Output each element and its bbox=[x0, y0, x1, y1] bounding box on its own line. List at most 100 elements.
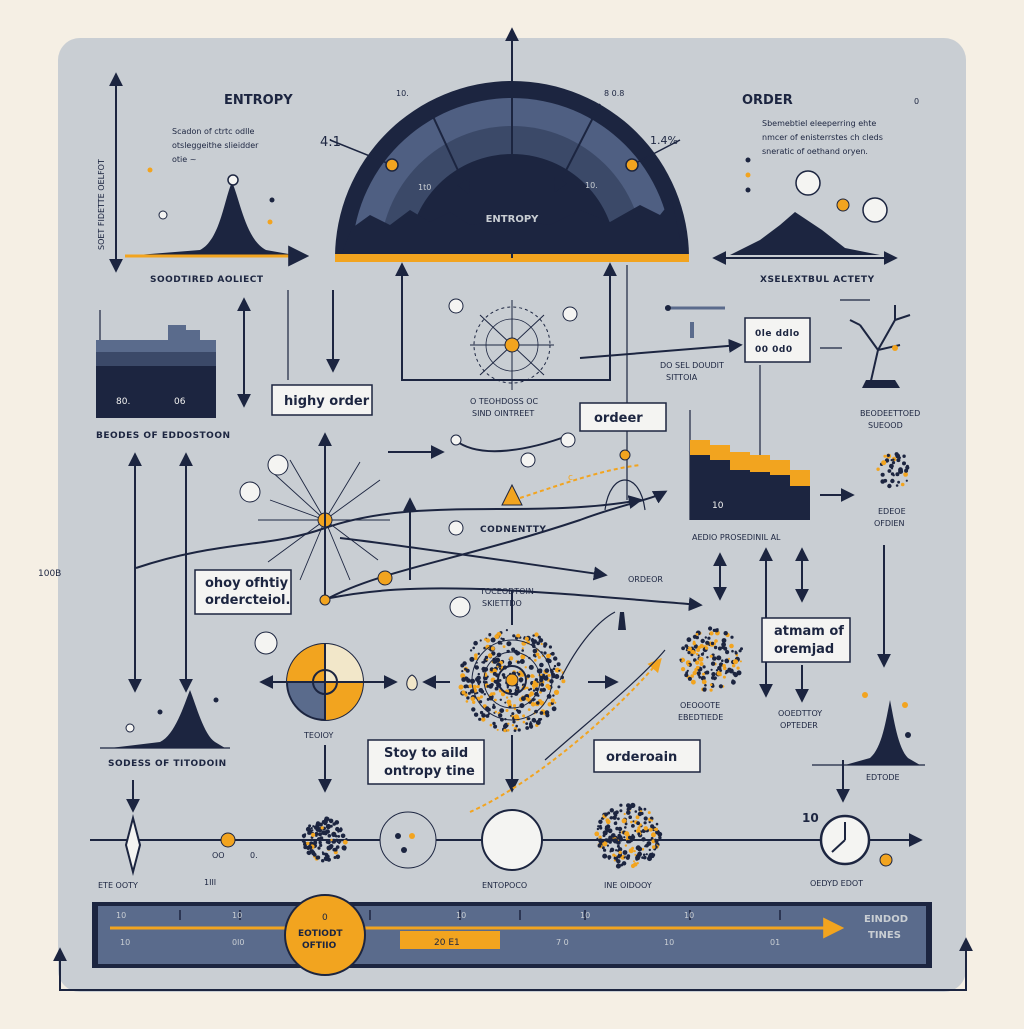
left-distribution-curve bbox=[125, 182, 300, 256]
cluster-dot bbox=[500, 692, 506, 697]
cluster-dot bbox=[517, 672, 521, 676]
outer-loop-arrow bbox=[53, 937, 973, 991]
cluster-ring bbox=[497, 665, 527, 695]
cluster-dot bbox=[520, 654, 526, 660]
cluster-dot bbox=[492, 692, 496, 696]
cluster-dot bbox=[505, 696, 509, 699]
cluster-dot bbox=[602, 853, 608, 859]
right-note-line-2: nmcer of enisterrstes ch cleds bbox=[762, 133, 883, 142]
cluster-dot bbox=[458, 684, 464, 690]
right-cluster-caption-2: OPTEDER bbox=[780, 721, 818, 730]
entropy-gauge: ENTROPY 10. 4:1 1t0 10. 8 0.8 1.4% bbox=[320, 70, 689, 262]
cluster-dot bbox=[513, 714, 520, 720]
flow-dot-5 bbox=[377, 570, 393, 586]
box-atmosphere bbox=[761, 617, 851, 663]
cluster-dot bbox=[614, 821, 618, 824]
cluster-dot bbox=[624, 844, 628, 847]
cluster-dot bbox=[477, 652, 480, 655]
cluster-dot bbox=[306, 841, 310, 846]
left-peak-caption: SODESS OF TITODOIN bbox=[108, 759, 227, 769]
cluster-dot bbox=[716, 670, 722, 676]
cluster-dot bbox=[318, 832, 322, 837]
gauge-tick-6: 1.4% bbox=[650, 134, 678, 147]
cluster-dot bbox=[681, 667, 686, 672]
order-corner-num: 0 bbox=[914, 97, 919, 106]
cluster-dot bbox=[648, 820, 651, 824]
box-entropy-line-2: ontropy tine bbox=[384, 764, 475, 779]
cluster-dot bbox=[634, 810, 638, 813]
flow-curve-5 bbox=[339, 537, 608, 581]
cluster-dot bbox=[534, 687, 539, 691]
right-bars-caption: AEDIO PROSEDINIL AL bbox=[692, 533, 781, 542]
right-mountain-curve bbox=[730, 212, 880, 255]
tree-caption-1: BEODEETTOED bbox=[860, 409, 920, 418]
cluster-dot bbox=[526, 686, 529, 690]
cluster-dot bbox=[643, 816, 648, 821]
cluster-dot bbox=[326, 840, 331, 845]
cluster-dot bbox=[704, 636, 707, 639]
right-dot-1 bbox=[745, 157, 751, 163]
cluster-dot bbox=[546, 653, 551, 659]
cluster-dot bbox=[731, 679, 735, 683]
cluster-dot bbox=[461, 690, 466, 695]
right-bar-chart: 10 bbox=[689, 410, 810, 520]
cluster-dot bbox=[492, 721, 496, 726]
cluster-dot bbox=[887, 485, 891, 488]
cluster-dot bbox=[721, 638, 727, 643]
cluster-dot bbox=[690, 649, 695, 654]
cluster-dot bbox=[722, 663, 726, 668]
pie-caption: TEOIOY bbox=[303, 731, 333, 740]
cluster-dot bbox=[527, 708, 531, 711]
cluster-dot bbox=[626, 833, 630, 837]
right-peak-dot-1 bbox=[862, 692, 868, 698]
cluster-dot bbox=[339, 840, 342, 843]
cluster-dot bbox=[529, 691, 534, 696]
cluster-dot bbox=[337, 835, 341, 838]
cluster-dot bbox=[889, 463, 894, 469]
cluster-dot bbox=[598, 835, 602, 839]
cluster-dot bbox=[324, 830, 328, 834]
cluster-dot bbox=[890, 459, 893, 462]
tree-caption-2: SUEOOD bbox=[868, 421, 903, 430]
cluster-dot bbox=[607, 839, 611, 843]
to-digit-box-arrow bbox=[579, 338, 743, 359]
bottom-ring-dot-1 bbox=[395, 833, 401, 839]
gauge-label: ENTROPY bbox=[486, 214, 540, 225]
left-peak-curve bbox=[110, 690, 225, 748]
cluster-dot bbox=[717, 665, 722, 671]
sun-caption-line-2: SIND OINTREET bbox=[472, 409, 534, 418]
cluster-dot bbox=[691, 679, 696, 685]
cluster-dot bbox=[509, 656, 514, 661]
cluster-dot bbox=[530, 702, 536, 707]
cluster-dot bbox=[494, 687, 498, 691]
cluster-dot bbox=[895, 484, 899, 487]
box-digits-line-2: 00 0d0 bbox=[755, 345, 793, 355]
cluster-dot bbox=[470, 696, 475, 701]
cluster-dot bbox=[617, 826, 623, 832]
left-peak-dot-2 bbox=[157, 709, 163, 715]
mid-bubble bbox=[449, 596, 471, 618]
cluster-dot bbox=[483, 646, 486, 650]
cluster-dot bbox=[313, 825, 319, 830]
timeline-sub-1: 10 bbox=[120, 938, 130, 947]
timeline-sub-2: 0l0 bbox=[232, 938, 244, 947]
cluster-dot bbox=[631, 824, 635, 828]
cluster-dot bbox=[467, 691, 471, 695]
cluster-dot bbox=[474, 656, 478, 660]
cluster-dot bbox=[607, 811, 611, 815]
cluster-dot bbox=[515, 724, 518, 728]
cluster-dot bbox=[550, 651, 555, 656]
cluster-dot bbox=[883, 454, 887, 458]
cluster-dot bbox=[474, 692, 477, 695]
cluster-dot bbox=[626, 810, 631, 815]
cluster-dot bbox=[709, 654, 713, 658]
cluster-dot bbox=[700, 638, 705, 644]
cluster-dot bbox=[729, 643, 734, 649]
cluster-dot bbox=[715, 669, 719, 672]
cluster-dot bbox=[718, 662, 724, 667]
cluster-dot bbox=[321, 820, 326, 824]
bottom-label-4: INE OIDOOY bbox=[604, 881, 652, 890]
cluster-dot bbox=[631, 833, 634, 837]
cluster-dot bbox=[466, 696, 470, 700]
cluster-dot bbox=[341, 845, 347, 851]
